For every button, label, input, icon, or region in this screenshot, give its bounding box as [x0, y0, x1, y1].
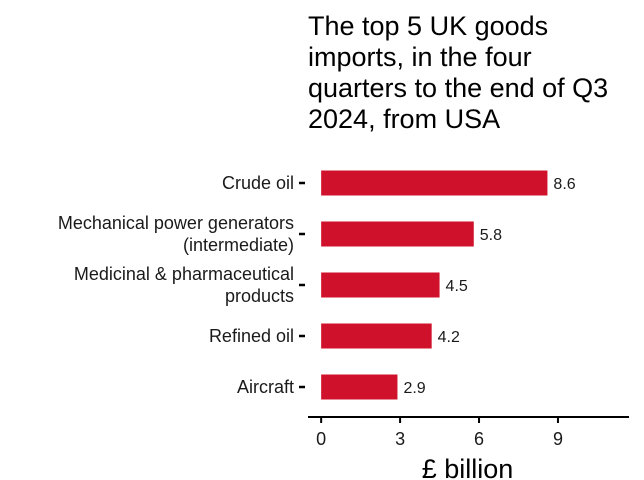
x-tick-label: 3	[395, 429, 405, 449]
category-label: Crude oil	[222, 173, 294, 193]
category-label: Aircraft	[237, 377, 294, 397]
chart-title-line: quarters to the end of Q3	[308, 73, 608, 103]
bar	[321, 170, 548, 196]
category-label: products	[225, 286, 294, 306]
data-label: 2.9	[403, 380, 425, 397]
data-label: 5.8	[480, 227, 502, 244]
x-axis-ticks	[320, 417, 559, 423]
bar	[321, 323, 432, 349]
category-label: Mechanical power generators	[58, 213, 294, 233]
chart-title-line: imports, in the four	[308, 42, 532, 72]
x-tick-label: 6	[474, 429, 484, 449]
data-label: 8.6	[553, 176, 575, 193]
data-label: 4.2	[438, 329, 460, 346]
chart-title-line: 2024, from USA	[308, 104, 500, 134]
category-labels: Crude oil Mechanical power generators(int…	[58, 173, 294, 397]
y-axis-ticks	[299, 181, 305, 389]
x-tick-label: 9	[553, 429, 563, 449]
bar	[321, 374, 398, 400]
data-label: 4.5	[446, 278, 468, 295]
bar	[321, 272, 440, 298]
x-tick-label: 0	[316, 429, 326, 449]
x-axis-tick-labels: 0 3 6 9	[316, 429, 563, 449]
category-label: Refined oil	[209, 326, 294, 346]
data-labels: 8.6 5.8 4.5 4.2 2.9	[403, 176, 575, 397]
category-label: Medicinal & pharmaceutical	[74, 264, 294, 284]
chart-title-line: The top 5 UK goods	[308, 11, 548, 41]
x-axis-title: £ billion	[422, 454, 514, 480]
bar	[321, 221, 474, 247]
bars	[321, 170, 548, 400]
category-label: (intermediate)	[183, 235, 294, 255]
